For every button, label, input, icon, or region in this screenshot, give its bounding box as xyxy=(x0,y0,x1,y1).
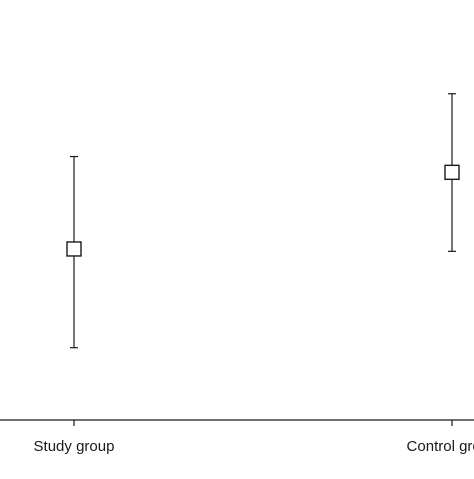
marks-layer xyxy=(66,93,460,349)
x-tick-label-study-group: Study group xyxy=(34,438,115,455)
axis-layer: Study group Control group xyxy=(0,419,474,455)
x-tick-label-control-group: Control group xyxy=(407,438,474,455)
data-point-study-group xyxy=(66,241,82,257)
data-point-control-group xyxy=(444,164,460,181)
